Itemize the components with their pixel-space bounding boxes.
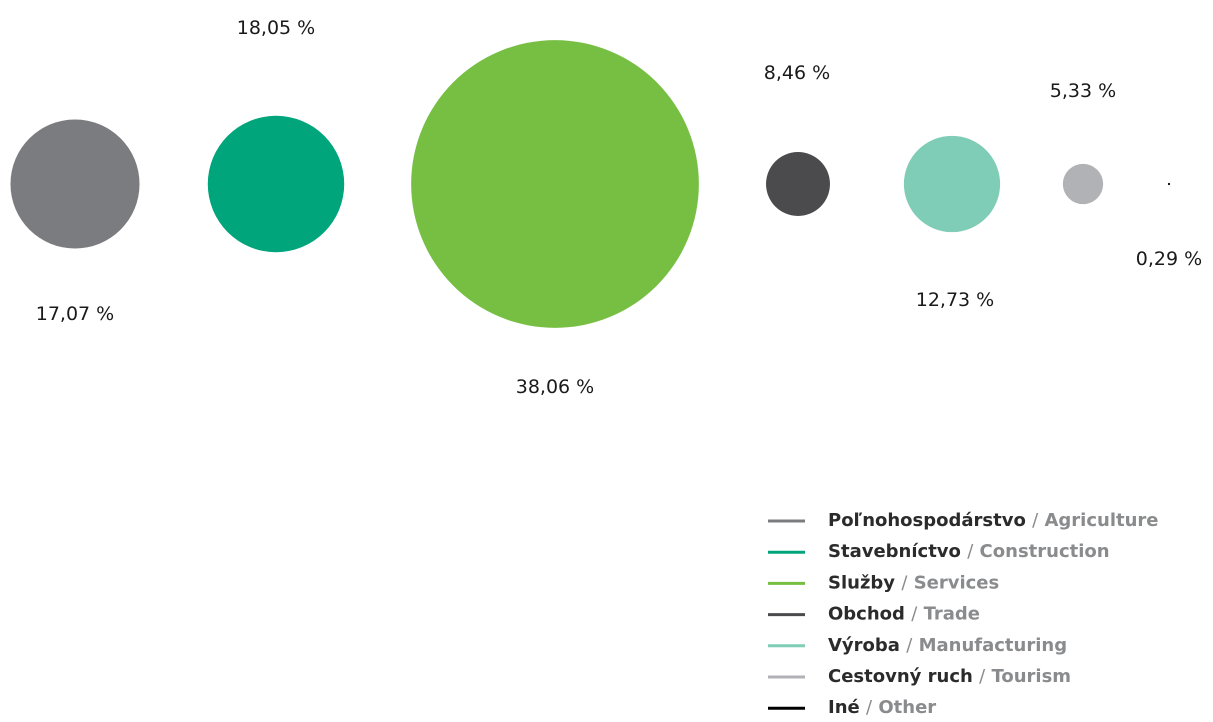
legend-entry: Výroba / Manufacturing: [828, 635, 1067, 656]
legend-separator: /: [866, 697, 873, 718]
bubble: [207, 115, 345, 253]
bubble: [1062, 163, 1104, 205]
data-label: 17,07 %: [36, 303, 115, 325]
legend-name-en: Services: [914, 572, 1000, 593]
bubble: [10, 119, 140, 249]
legend-entry: Stavebníctvo / Construction: [828, 541, 1110, 562]
legend-name-en: Tourism: [991, 666, 1071, 687]
legend-name: Obchod: [828, 604, 905, 625]
bubble: [766, 152, 830, 216]
data-label: 12,73 %: [916, 289, 995, 311]
data-label: 38,06 %: [516, 376, 595, 398]
legend-name-en: Agriculture: [1044, 510, 1158, 531]
legend-entry: Služby / Services: [828, 572, 999, 593]
bubble: [903, 135, 1001, 233]
legend-name-en: Construction: [980, 541, 1110, 562]
legend-name-en: Trade: [924, 604, 980, 625]
legend-separator: /: [911, 604, 918, 625]
data-label: 8,46 %: [764, 62, 830, 84]
legend-entry: Cestovný ruch / Tourism: [828, 666, 1071, 687]
legend-name-en: Other: [878, 697, 936, 718]
legend-name: Služby: [828, 572, 895, 593]
legend-entry: Iné / Other: [828, 697, 936, 718]
legend-separator: /: [1032, 510, 1039, 531]
data-label: 0,29 %: [1136, 248, 1202, 270]
legend-separator: /: [901, 572, 908, 593]
legend-name: Stavebníctvo: [828, 541, 961, 562]
legend-separator: /: [979, 666, 986, 687]
legend-name: Poľnohospodárstvo: [828, 510, 1026, 531]
legend-entry: Obchod / Trade: [828, 604, 980, 625]
bubble: [411, 40, 699, 328]
data-label: 18,05 %: [237, 17, 316, 39]
legend-separator: /: [967, 541, 974, 562]
legend-name: Iné: [828, 697, 860, 718]
legend-name: Výroba: [828, 635, 900, 656]
data-label: 5,33 %: [1050, 80, 1116, 102]
legend-name: Cestovný ruch: [828, 666, 973, 687]
legend-separator: /: [906, 635, 913, 656]
bubble: [1167, 182, 1171, 186]
legend-name-en: Manufacturing: [919, 635, 1068, 656]
legend-entry: Poľnohospodárstvo / Agriculture: [828, 510, 1159, 531]
